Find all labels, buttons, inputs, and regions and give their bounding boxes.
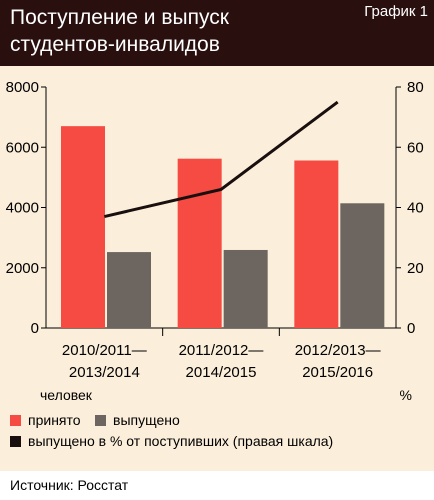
legend-swatch xyxy=(10,436,21,447)
bar-accepted xyxy=(177,158,222,328)
left-axis-unit-label: человек xyxy=(40,387,93,403)
category-label: 2012/2013— xyxy=(295,342,381,359)
left-tick-label: 4000 xyxy=(6,200,39,217)
category-label: 2013/2014 xyxy=(69,364,140,381)
source-note: Источник: Росстат xyxy=(10,477,129,493)
chart-svg: 0 2000 4000 6000 8000 0 20 40 60 80 2010/2011— 2013… xyxy=(6,79,424,449)
category-label: 2010/2011— xyxy=(62,342,147,359)
chart-header: Поступление и выпуск студентов-инвалидов… xyxy=(0,0,434,66)
left-tick-label: 0 xyxy=(31,320,39,337)
chart-title-line-2: студентов-инвалидов xyxy=(10,33,220,56)
left-tick-label: 6000 xyxy=(6,139,39,156)
category-label: 2011/2012— xyxy=(179,342,264,359)
right-tick-label: 40 xyxy=(407,200,424,217)
legend-swatch xyxy=(10,415,21,426)
left-tick-label: 8000 xyxy=(6,79,39,96)
chart-body: 0 2000 4000 6000 8000 0 20 40 60 80 2010/2011— 2013… xyxy=(0,66,434,471)
category-label: 2015/2016 xyxy=(302,364,373,381)
legend-label: выпущено xyxy=(113,412,180,428)
bar-graduated xyxy=(107,252,151,328)
right-axis-unit-label: % xyxy=(400,387,412,403)
category-label: 2014/2015 xyxy=(186,364,257,381)
chart-footer: Источник: Росстат xyxy=(0,471,434,500)
legend-label: принято xyxy=(28,412,81,428)
right-tick-label: 60 xyxy=(407,139,424,156)
right-tick-label: 20 xyxy=(407,260,424,277)
chart-title-line-1: Поступление и выпуск xyxy=(10,6,229,29)
chart-number-badge: График 1 xyxy=(364,3,428,20)
legend-label: выпущено в % от поступивших (правая шкал… xyxy=(28,433,333,449)
right-tick-label: 0 xyxy=(407,320,415,337)
bar-accepted xyxy=(61,126,105,328)
percent-line xyxy=(103,100,339,218)
right-tick-label: 80 xyxy=(407,79,424,96)
bar-graduated xyxy=(223,249,268,328)
legend-swatch xyxy=(95,415,106,426)
bar-graduated xyxy=(340,203,385,328)
bar-accepted xyxy=(294,160,339,328)
left-tick-label: 2000 xyxy=(6,260,39,277)
